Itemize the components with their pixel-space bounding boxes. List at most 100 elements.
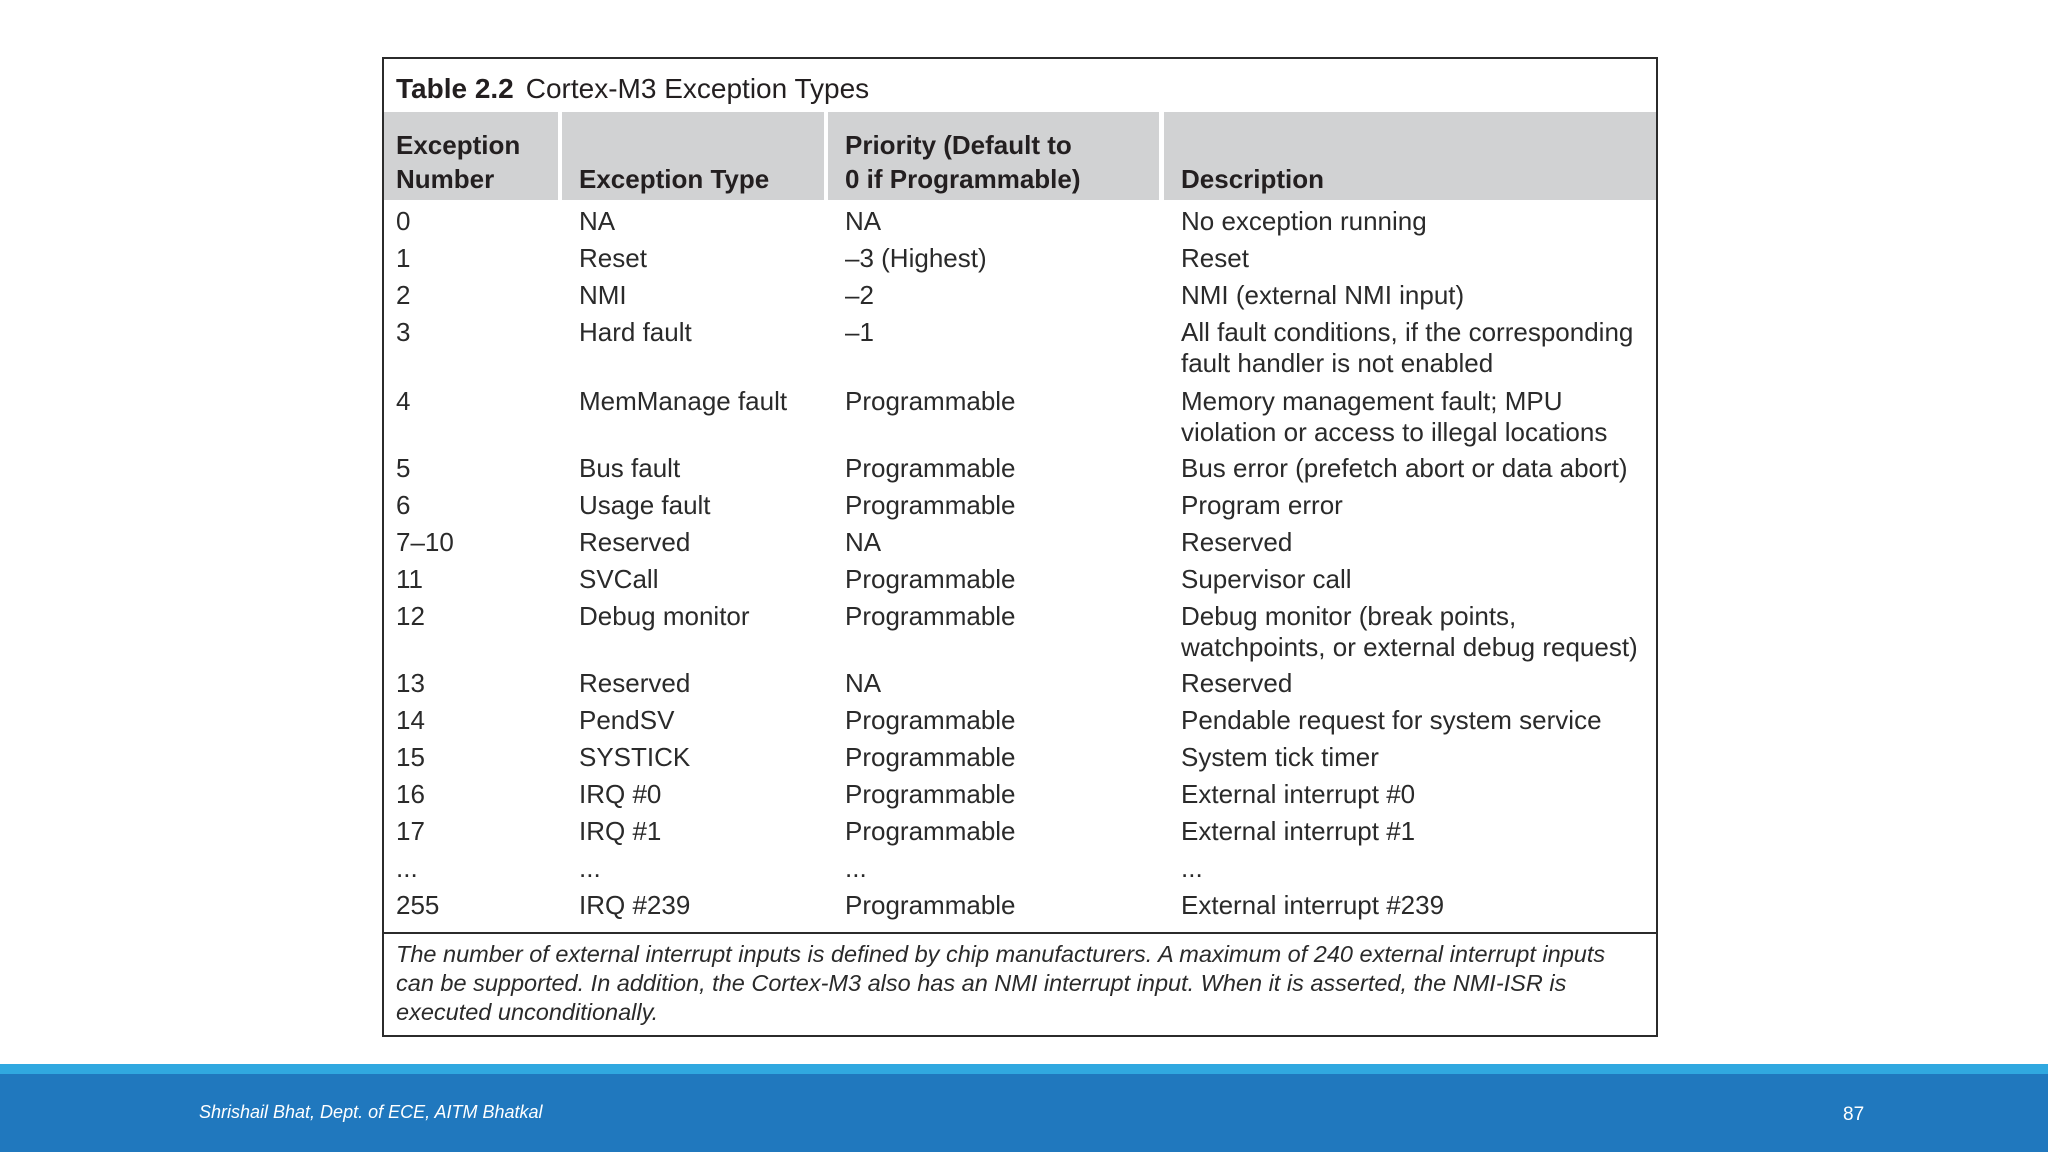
cell-priority: –1 xyxy=(845,317,874,347)
cell-priority: Programmable xyxy=(845,816,1016,846)
cell-description-line: Debug monitor (break points, xyxy=(1181,601,1517,631)
cell-description: Pendable request for system service xyxy=(1181,705,1651,736)
cell-exception-type: IRQ #239 xyxy=(579,890,691,920)
cell-priority: NA xyxy=(845,527,882,557)
cell-exception-type: IRQ #1 xyxy=(579,816,662,846)
cell-description: All fault conditions, if the correspondi… xyxy=(1181,317,1651,379)
cell-exception-type: NA xyxy=(579,206,616,236)
header-exception-type: Exception Type xyxy=(562,112,824,200)
cell-exception-type: Debug monitor xyxy=(579,601,750,631)
cell-description-line: fault handler is not enabled xyxy=(1181,348,1494,378)
table-caption-title: Cortex-M3 Exception Types xyxy=(525,73,870,104)
cell-priority: Programmable xyxy=(845,705,1016,735)
cell-priority: Programmable xyxy=(845,890,1016,920)
cell-exception-number: 1 xyxy=(396,243,411,273)
cell-description-line: Bus error (prefetch abort or data abort) xyxy=(1181,453,1628,483)
page-number: 87 xyxy=(1843,1104,1865,1125)
table-row: 4 MemManage fault Programmable Memory manag… xyxy=(384,386,1656,453)
cell-exception-number: 16 xyxy=(396,779,425,809)
cell-priority: NA xyxy=(845,668,882,698)
cell-priority: Programmable xyxy=(845,490,1016,520)
cell-description: External interrupt #0 xyxy=(1181,779,1651,810)
cell-description: Memory management fault; MPU violation or… xyxy=(1181,386,1651,448)
cell-description: Reserved xyxy=(1181,527,1651,558)
cell-description-line: violation or access to illegal locations xyxy=(1181,417,1608,447)
cell-description-line: Pendable request for system service xyxy=(1181,705,1602,735)
cell-description-line: Reset xyxy=(1181,243,1249,273)
cell-exception-number: 4 xyxy=(396,386,411,416)
cell-priority: NA xyxy=(845,206,882,236)
cell-description-line: Reserved xyxy=(1181,527,1293,557)
cell-priority: Programmable xyxy=(845,779,1016,809)
table-row: 6 Usage fault Programmable Program error xyxy=(384,490,1656,527)
cell-exception-number: 0 xyxy=(396,206,411,236)
cell-priority: –3 (Highest) xyxy=(845,243,987,273)
cell-description-line: Supervisor call xyxy=(1181,564,1352,594)
cell-description: Debug monitor (break points, watchpoints,… xyxy=(1181,601,1651,663)
table-row: 1 Reset –3 (Highest) Reset xyxy=(384,243,1656,280)
cell-exception-number: 7–10 xyxy=(396,527,454,557)
cell-exception-number: 3 xyxy=(396,317,411,347)
cell-priority: Programmable xyxy=(845,742,1016,772)
table-footnote: The number of external interrupt inputs … xyxy=(396,941,1606,1025)
cell-description: External interrupt #1 xyxy=(1181,816,1651,847)
cell-exception-number: 6 xyxy=(396,490,411,520)
table-row: 14 PendSV Programmable Pendable request for… xyxy=(384,705,1656,742)
cell-exception-number: 2 xyxy=(396,280,411,310)
cell-exception-type: MemManage fault xyxy=(579,386,788,416)
table-body: 0 NA NA No exception running 1 Reset –3 (Highe… xyxy=(384,206,1656,927)
table-row: 16 IRQ #0 Programmable External interrupt #… xyxy=(384,779,1656,816)
table-row: 3 Hard fault –1 All fault conditions, if th… xyxy=(384,317,1656,386)
table-row: 13 Reserved NA Reserved xyxy=(384,668,1656,705)
table-row: 17 IRQ #1 Programmable External interrupt #… xyxy=(384,816,1656,853)
cell-description: NMI (external NMI input) xyxy=(1181,280,1651,311)
cell-description-line: ... xyxy=(1181,853,1203,883)
table-row: 15 SYSTICK Programmable System tick timer xyxy=(384,742,1656,779)
cell-description-line: Program error xyxy=(1181,490,1343,520)
cell-exception-number: 11 xyxy=(396,564,423,594)
table-row: 7–10 Reserved NA Reserved xyxy=(384,527,1656,564)
cell-description-line: External interrupt #1 xyxy=(1181,816,1416,846)
footnote-divider xyxy=(384,932,1656,934)
cell-exception-number: 255 xyxy=(396,890,440,920)
cell-priority: Programmable xyxy=(845,386,1016,416)
cell-exception-number: 13 xyxy=(396,668,425,698)
table-row: 11 SVCall Programmable Supervisor call xyxy=(384,564,1656,601)
table-row: 2 NMI –2 NMI (external NMI input) xyxy=(384,280,1656,317)
cell-exception-type: Reset xyxy=(579,243,647,273)
cell-priority: ... xyxy=(845,853,867,883)
table-row: ............ xyxy=(384,853,1656,890)
cell-exception-number: 12 xyxy=(396,601,425,631)
footer-author: Shrishail Bhat, Dept. of ECE, AITM Bhatk… xyxy=(199,1102,543,1122)
cell-description-line: All fault conditions, if the correspondi… xyxy=(1181,317,1634,347)
cell-description: Bus error (prefetch abort or data abort) xyxy=(1181,453,1651,484)
cell-exception-number: 17 xyxy=(396,816,425,846)
cell-exception-number: 14 xyxy=(396,705,425,735)
header-priority: Priority (Default to 0 if Programmable) xyxy=(828,112,1159,200)
cell-description-line: System tick timer xyxy=(1181,742,1379,772)
cell-description: Reset xyxy=(1181,243,1651,274)
cell-priority: Programmable xyxy=(845,564,1016,594)
table-caption: Table 2.2 Cortex-M3 Exception Types xyxy=(396,73,869,105)
footer-band xyxy=(0,1074,2048,1152)
cell-exception-type: ... xyxy=(579,853,601,883)
cell-exception-number: ... xyxy=(396,853,418,883)
cell-description-line: Reserved xyxy=(1181,668,1293,698)
cell-exception-type: PendSV xyxy=(579,705,675,735)
cell-exception-number: 5 xyxy=(396,453,411,483)
cell-description: ... xyxy=(1181,853,1651,884)
cell-exception-type: Hard fault xyxy=(579,317,692,347)
cell-description: Reserved xyxy=(1181,668,1651,699)
cell-description: Supervisor call xyxy=(1181,564,1651,595)
cell-description-line: External interrupt #239 xyxy=(1181,890,1445,920)
footer-accent-band xyxy=(0,1064,2048,1074)
cell-description-line: External interrupt #0 xyxy=(1181,779,1416,809)
cell-priority: –2 xyxy=(845,280,874,310)
cell-description: System tick timer xyxy=(1181,742,1651,773)
cell-exception-type: Usage fault xyxy=(579,490,711,520)
cell-priority: Programmable xyxy=(845,453,1016,483)
cell-description-line: NMI (external NMI input) xyxy=(1181,280,1465,310)
cell-exception-type: Bus fault xyxy=(579,453,681,483)
table-row: 12 Debug monitor Programmable Debug monitor… xyxy=(384,601,1656,668)
cell-exception-number: 15 xyxy=(396,742,425,772)
